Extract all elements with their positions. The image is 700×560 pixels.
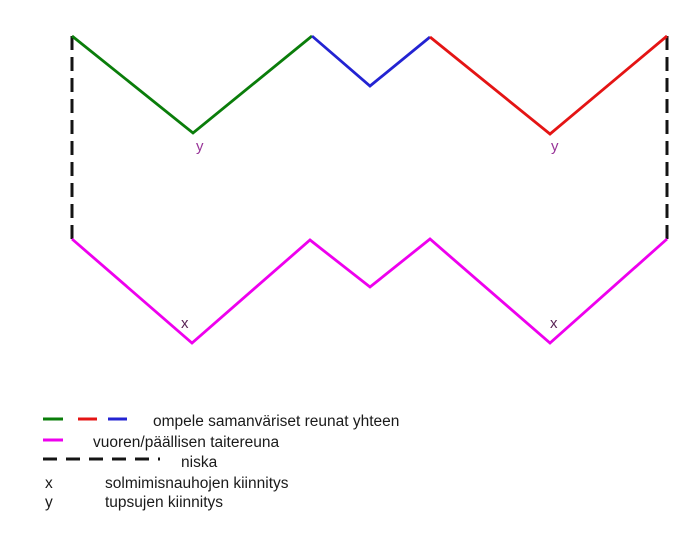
legend-label-tassel-attachment: tupsujen kiinnitys: [105, 494, 223, 511]
tie-point-label-right: x: [550, 315, 558, 332]
sew-edge-red-line: [429, 34, 668, 136]
legend-label-neck: niska: [181, 454, 218, 471]
legend-label-sew-same-colours: ompele samanväriset reunat yhteen: [153, 413, 399, 430]
legend: ompele samanväriset reunat yhteen vuoren…: [43, 413, 399, 511]
legend-label-fold-edge: vuoren/päällisen taitereuna: [93, 434, 280, 451]
tassel-point-label-left: y: [196, 138, 204, 155]
legend-symbol-x: x: [45, 475, 53, 492]
legend-label-tie-attachment: solmimisnauhojen kiinnitys: [105, 475, 289, 492]
legend-symbol-y: y: [45, 494, 53, 511]
tie-point-label-left: x: [181, 315, 189, 332]
fold-edge-magenta-line: [71, 237, 668, 345]
tassel-point-label-right: y: [551, 138, 559, 155]
sew-edge-blue-line: [311, 34, 431, 88]
sew-edge-green-line: [71, 34, 313, 135]
